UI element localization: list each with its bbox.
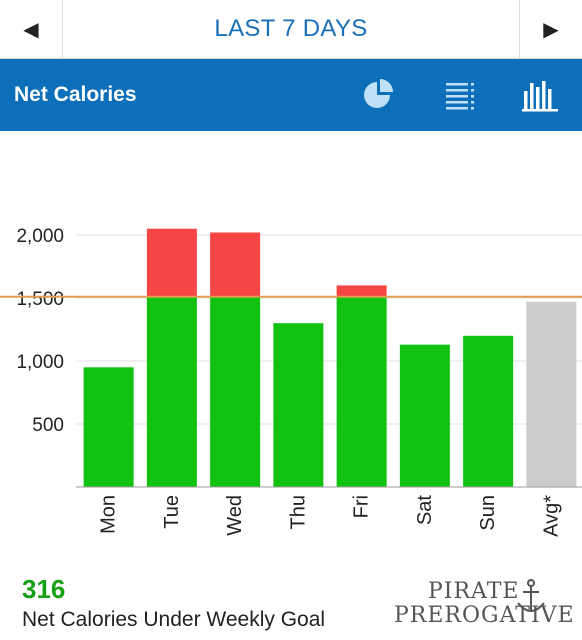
watermark-logo: PIRATE PREROGATIVE [390, 575, 575, 635]
bar-under-goal [463, 335, 514, 487]
bar-under-goal [336, 296, 387, 487]
list-icon[interactable] [440, 77, 480, 113]
x-tick-label: Avg* [540, 495, 562, 537]
x-tick-label: Fri [351, 495, 373, 518]
bar-over-goal [146, 228, 197, 297]
x-tick-label: Thu [287, 495, 309, 529]
triangle-right-icon: ▶ [543, 18, 559, 41]
bar-under-goal [83, 367, 134, 487]
watermark-line2: PREROGATIVE [394, 603, 575, 628]
y-tick-label: 1,000 [16, 352, 64, 373]
pie-chart-icon[interactable] [359, 77, 399, 113]
x-tick-label: Sat [414, 495, 436, 525]
range-title[interactable]: LAST 7 DAYS [214, 15, 368, 42]
report-title: Net Calories [14, 83, 137, 106]
anchor-icon [517, 579, 545, 612]
next-range-button[interactable]: ▶ [519, 0, 582, 58]
summary-value: 316 [22, 574, 66, 604]
bar-under-goal [273, 323, 324, 487]
bar-average [526, 301, 577, 487]
watermark-line1: PIRATE [428, 579, 520, 604]
y-tick-label: 500 [32, 415, 64, 436]
date-range-bar: ◀ LAST 7 DAYS ▶ [0, 0, 582, 59]
x-tick-label: Wed [224, 495, 246, 536]
x-tick-label: Sun [477, 495, 499, 531]
bar-chart: 500 1,000 1,500 2,000 Mon Tue Wed Thu Fri Sat Sun A… [0, 226, 582, 537]
bar-over-goal [210, 232, 261, 297]
bar-chart-icon[interactable] [520, 77, 560, 113]
bar-over-goal [336, 285, 387, 297]
bar-under-goal [146, 296, 197, 487]
x-tick-label: Mon [98, 495, 120, 534]
triangle-left-icon: ◀ [23, 18, 39, 41]
bar-under-goal [210, 296, 261, 487]
y-tick-label: 1,500 [16, 289, 64, 310]
bar-under-goal [399, 344, 450, 487]
report-header: Net Calories [0, 59, 582, 131]
summary-label: Net Calories Under Weekly Goal [22, 608, 326, 631]
y-tick-label: 2,000 [16, 226, 64, 247]
net-calories-chart: 500 1,000 1,500 2,000 Mon Tue Wed Thu Fri Sat Sun A… [0, 131, 582, 571]
previous-range-button[interactable]: ◀ [0, 0, 63, 58]
x-tick-label: Tue [161, 495, 183, 529]
